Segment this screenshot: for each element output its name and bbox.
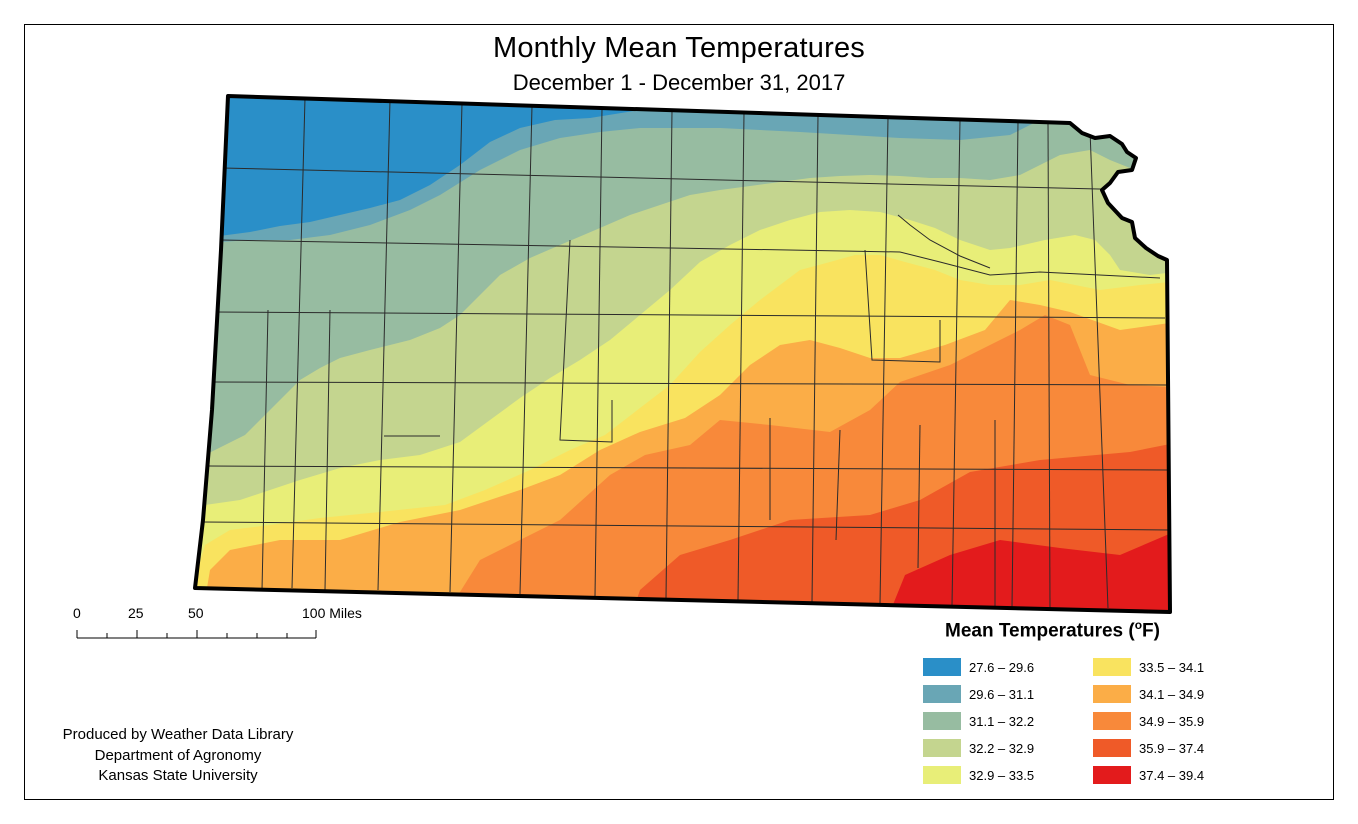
legend-title-degree: o	[1134, 618, 1143, 632]
legend-swatch	[1093, 712, 1131, 730]
legend-label: 34.1 – 34.9	[1139, 687, 1205, 702]
legend-label: 34.9 – 35.9	[1139, 714, 1205, 729]
legend-item: 35.9 – 37.4	[1093, 739, 1253, 759]
legend-swatch	[1093, 685, 1131, 703]
credit-university: Kansas State University	[98, 767, 258, 784]
legend-item: 29.6 – 31.1	[923, 685, 1083, 705]
legend-swatch	[923, 766, 961, 784]
legend-label: 35.9 – 37.4	[1139, 741, 1205, 756]
legend-swatch	[1093, 739, 1131, 757]
legend-item: 27.6 – 29.6	[923, 658, 1083, 678]
legend-label: 27.6 – 29.6	[969, 660, 1035, 675]
legend-title: Mean Temperatures (oF)	[945, 618, 1160, 642]
legend-label: 32.9 – 33.5	[969, 768, 1035, 783]
legend-item: 32.9 – 33.5	[923, 766, 1083, 786]
legend-swatch	[923, 658, 961, 676]
legend-swatch	[1093, 766, 1131, 784]
legend-swatch	[923, 739, 961, 757]
scale-label-0: 0	[73, 605, 81, 621]
map-subtitle: December 1 - December 31, 2017	[512, 70, 846, 95]
legend-item: 32.2 – 32.9	[923, 739, 1083, 759]
kansas-state-outline	[193, 94, 1172, 614]
temperature-zones	[195, 96, 1170, 612]
legend-swatch	[923, 712, 961, 730]
legend-item: 37.4 – 39.4	[1093, 766, 1253, 786]
legend-item: 33.5 – 34.1	[1093, 658, 1253, 678]
map-title: Monthly Mean Temperatures	[493, 32, 865, 64]
county-boundaries	[202, 97, 1170, 610]
legend-swatch	[923, 685, 961, 703]
legend-swatch	[1093, 658, 1131, 676]
credits-block: Produced by Weather Data Library Departm…	[36, 725, 320, 787]
legend-item: 34.9 – 35.9	[1093, 712, 1253, 732]
legend-title-unit: F)	[1142, 620, 1160, 642]
scale-label-25: 25	[128, 605, 144, 621]
legend-label: 31.1 – 32.2	[969, 714, 1035, 729]
legend-title-text: Mean Temperatures (	[945, 620, 1135, 642]
legend-label: 33.5 – 34.1	[1139, 660, 1205, 675]
credit-producer: Produced by Weather Data Library	[62, 726, 294, 743]
legend-label: 37.4 – 39.4	[1139, 768, 1205, 783]
legend-item: 34.1 – 34.9	[1093, 685, 1253, 705]
credit-department: Department of Agronomy	[94, 746, 262, 764]
map-frame	[24, 24, 1334, 800]
scale-bar	[76, 630, 317, 639]
legend-label: 29.6 – 31.1	[969, 687, 1035, 702]
scale-label-50: 50	[188, 605, 204, 621]
legend-label: 32.2 – 32.9	[969, 741, 1035, 756]
zone-27-6-29-6	[195, 96, 700, 238]
legend-item: 31.1 – 32.2	[923, 712, 1083, 732]
scale-label-100-miles: 100 Miles	[302, 605, 362, 621]
